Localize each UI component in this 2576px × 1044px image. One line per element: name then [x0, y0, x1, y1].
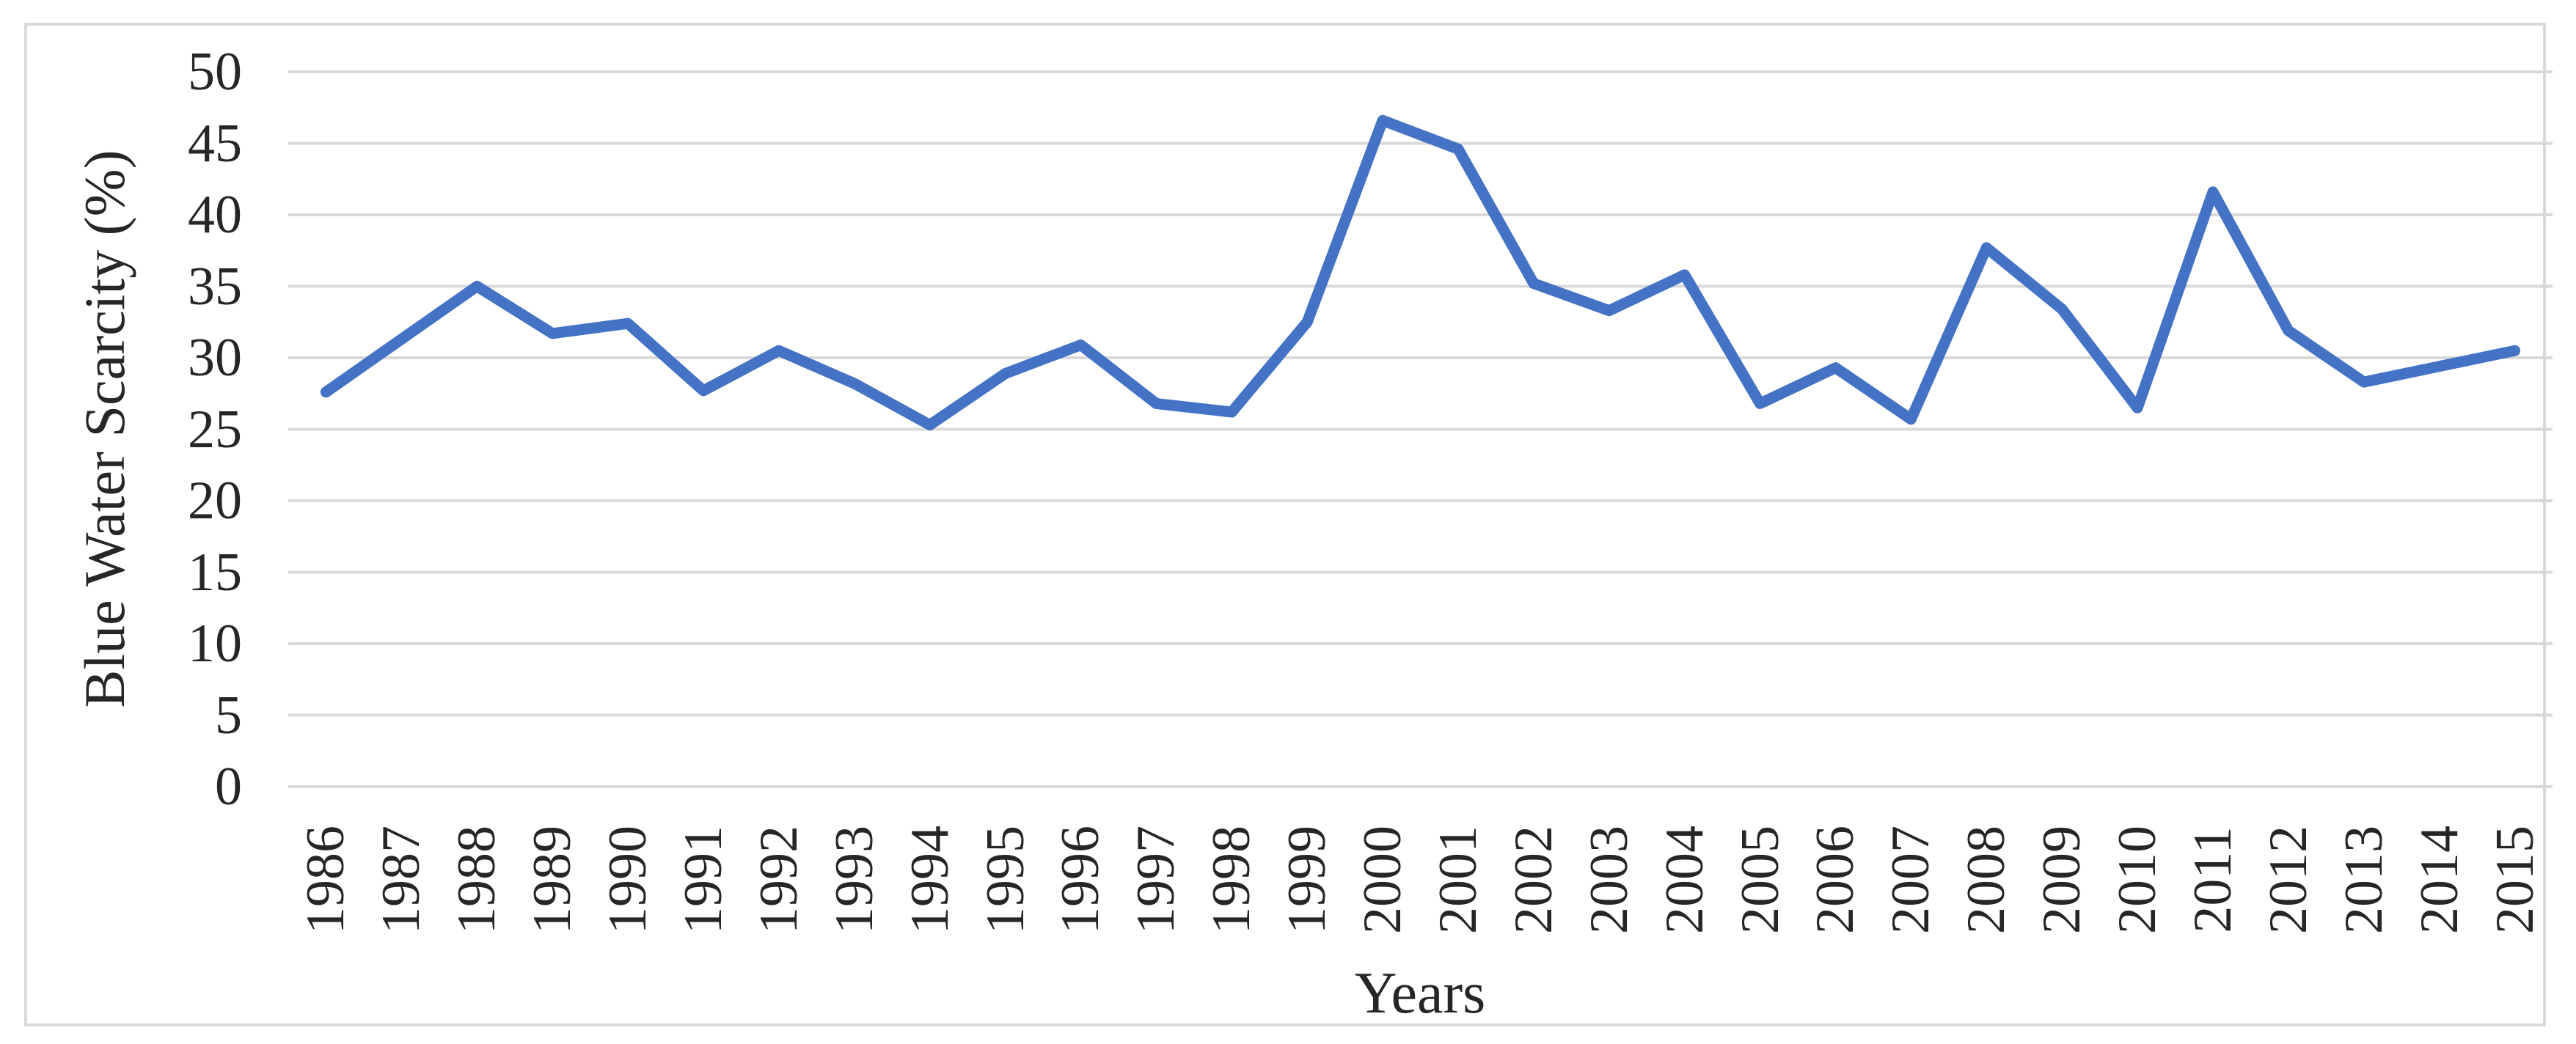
x-tick-label-1996: 1996 — [1050, 826, 1111, 934]
y-tick-label-15: 15 — [188, 542, 242, 603]
x-tick-label-2007: 2007 — [1881, 826, 1942, 934]
x-tick-label-1994: 1994 — [899, 826, 960, 934]
x-tick-label-2010: 2010 — [2107, 826, 2168, 934]
x-tick-label-2006: 2006 — [1805, 826, 1866, 934]
x-tick-label-2005: 2005 — [1730, 826, 1790, 934]
x-tick-label-1989: 1989 — [522, 826, 583, 934]
y-tick-label-35: 35 — [188, 256, 242, 317]
x-tick-label-1998: 1998 — [1201, 826, 1262, 934]
x-tick-label-1987: 1987 — [371, 826, 432, 934]
chart-frame-border — [24, 23, 2546, 1026]
y-tick-label-45: 45 — [188, 113, 242, 174]
y-tick-label-20: 20 — [188, 471, 242, 531]
x-tick-label-2012: 2012 — [2258, 826, 2319, 934]
y-tick-label-10: 10 — [188, 614, 242, 674]
x-tick-label-2004: 2004 — [1654, 826, 1715, 934]
x-tick-label-2009: 2009 — [2032, 826, 2093, 934]
x-axis-title: Years — [1354, 961, 1486, 1026]
x-tick-label-2015: 2015 — [2484, 826, 2545, 934]
x-tick-label-2008: 2008 — [1956, 826, 2017, 934]
x-tick-label-1986: 1986 — [296, 826, 356, 934]
x-tick-label-2013: 2013 — [2333, 826, 2394, 934]
x-tick-label-2003: 2003 — [1578, 826, 1639, 934]
x-tick-label-2011: 2011 — [2182, 826, 2243, 933]
x-tick-label-1993: 1993 — [824, 826, 885, 934]
y-tick-label-0: 0 — [215, 757, 242, 817]
y-tick-label-30: 30 — [188, 328, 242, 388]
x-tick-label-2000: 2000 — [1353, 826, 1413, 934]
y-tick-label-5: 5 — [215, 685, 242, 746]
y-tick-label-50: 50 — [188, 42, 242, 102]
x-tick-label-2014: 2014 — [2409, 826, 2470, 934]
x-tick-label-1991: 1991 — [673, 826, 733, 934]
y-tick-label-40: 40 — [188, 185, 242, 245]
line-series — [320, 114, 2521, 431]
x-tick-label-2002: 2002 — [1503, 826, 1564, 934]
y-axis-title: Blue Water Scarcity (%) — [73, 150, 136, 708]
x-tick-label-1990: 1990 — [598, 826, 659, 934]
y-tick-label-25: 25 — [188, 399, 242, 460]
x-tick-label-1997: 1997 — [1126, 826, 1187, 934]
x-tick-label-2001: 2001 — [1427, 826, 1488, 934]
x-tick-label-1995: 1995 — [975, 826, 1036, 934]
x-tick-label-1999: 1999 — [1277, 826, 1338, 934]
x-tick-label-1992: 1992 — [748, 826, 809, 934]
x-tick-label-1988: 1988 — [447, 826, 508, 934]
